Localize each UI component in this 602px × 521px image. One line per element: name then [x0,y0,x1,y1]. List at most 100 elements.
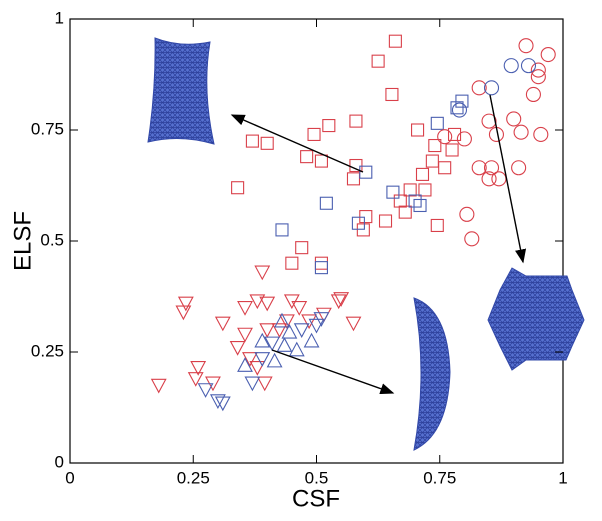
arrow [271,349,395,395]
point [481,171,497,187]
x-tick-label: 0.5 [305,468,329,487]
point [349,158,363,173]
arrow [489,94,527,264]
point [530,62,546,78]
point [418,183,432,197]
point [483,80,500,96]
point [303,332,320,348]
mesh-image [487,267,585,371]
point [359,210,373,224]
plot-frame [69,18,564,464]
x-tick-label: 1 [558,468,567,487]
point [438,161,452,175]
point [464,231,480,247]
point [175,305,192,321]
x-axis-title: CSF [292,485,340,512]
point [249,294,266,310]
point [428,138,442,153]
arrow [230,114,364,173]
point [503,58,519,74]
point [264,336,281,352]
point [308,318,325,334]
point [345,316,362,332]
point [190,360,207,376]
point [525,86,541,103]
point [259,323,276,338]
mesh-image [147,37,215,145]
point [411,123,425,137]
point [349,114,363,128]
mesh-image [413,297,451,451]
point [518,38,534,54]
point [455,94,469,108]
point [451,102,468,118]
point [283,294,300,310]
point [314,154,328,168]
y-axis-title: ELSF [9,211,36,271]
point [471,80,487,96]
point [481,113,497,129]
point [388,34,402,48]
point [322,119,336,133]
point [450,101,464,115]
point [356,223,370,237]
point [229,341,246,356]
point [259,296,276,312]
point [491,171,507,187]
point [254,332,271,348]
point [437,129,453,145]
point [177,296,194,312]
point [307,127,321,141]
point [150,378,167,394]
point [403,183,417,197]
point [506,111,522,127]
point [187,372,204,387]
point [313,312,330,327]
point [408,194,422,208]
point [285,256,299,270]
x-tick-label: 0.75 [423,468,456,487]
point [214,316,231,332]
point [540,46,556,63]
point [445,143,459,157]
y-tick-label: 0.25 [31,341,64,360]
point [398,205,412,219]
y-tick-label: 1 [55,8,64,27]
y-tick-label: 0.75 [31,119,64,138]
point [275,223,289,237]
y-tick-label: 0 [55,452,64,471]
point [533,126,549,142]
point [254,265,271,281]
point [274,312,290,328]
point [319,196,333,210]
point [301,314,318,330]
point [378,214,393,228]
point [314,261,328,275]
point [413,198,427,213]
point [386,185,400,199]
point [295,241,309,255]
point [430,218,444,233]
point [456,131,472,147]
point [254,352,271,367]
point [276,337,293,352]
point [333,292,350,307]
point [291,301,308,316]
point [415,167,430,181]
point [346,172,361,186]
point [214,396,231,412]
point [371,54,385,68]
point [359,165,373,179]
point [244,376,261,392]
point [530,69,546,85]
point [293,323,310,338]
point [278,314,295,330]
point [300,150,314,164]
point [520,58,537,74]
point [256,376,273,392]
point [471,160,487,176]
point [513,124,529,140]
point [237,357,253,372]
point [271,323,288,338]
